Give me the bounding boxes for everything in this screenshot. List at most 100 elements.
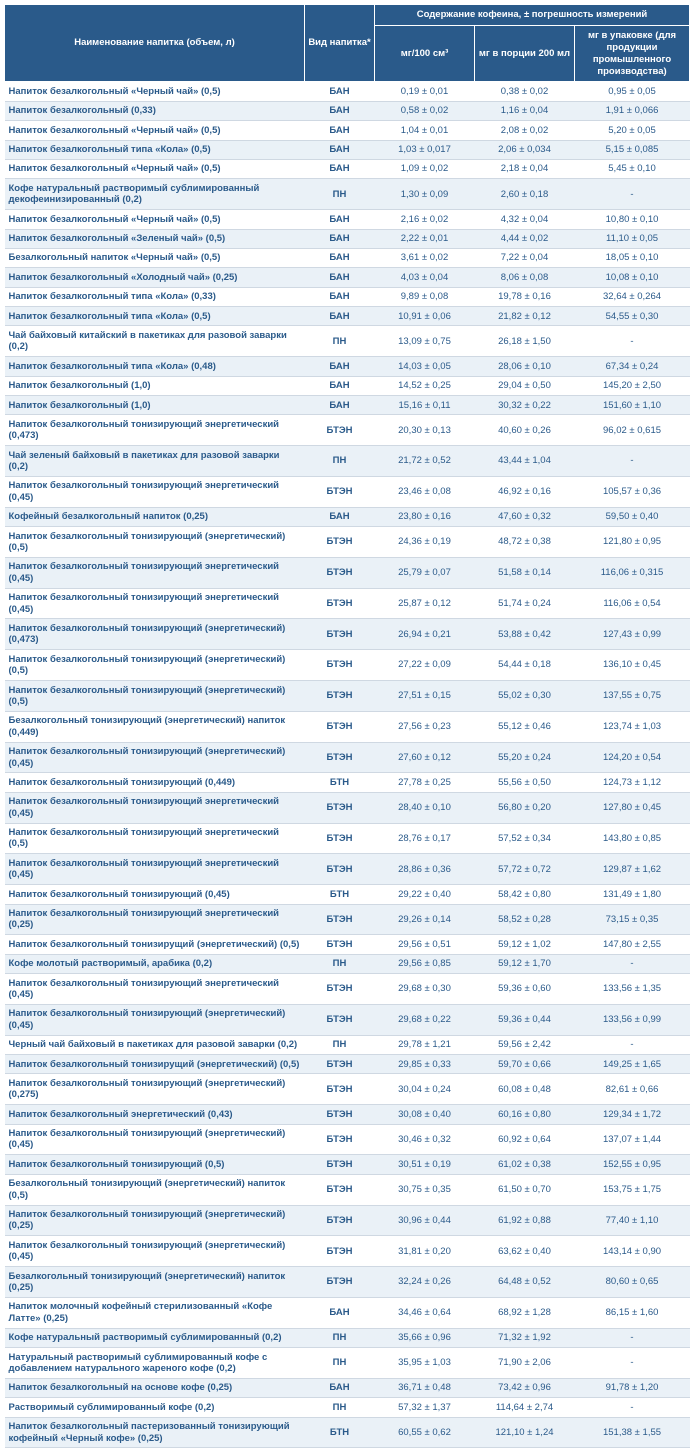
header-col2: мг в порции 200 мл: [475, 25, 575, 82]
cell-v3: 5,45 ± 0,10: [575, 159, 690, 178]
cell-v1: 1,04 ± 0,01: [375, 121, 475, 140]
cell-v1: 28,76 ± 0,17: [375, 823, 475, 854]
cell-v3: 137,07 ± 1,44: [575, 1124, 690, 1155]
cell-type: БАН: [305, 1297, 375, 1328]
cell-v3: 77,40 ± 1,10: [575, 1205, 690, 1236]
cell-v2: 63,62 ± 0,40: [475, 1236, 575, 1267]
cell-type: БТЭН: [305, 904, 375, 935]
cell-v1: 1,03 ± 0,017: [375, 140, 475, 159]
cell-v1: 30,96 ± 0,44: [375, 1205, 475, 1236]
cell-type: БАН: [305, 376, 375, 395]
cell-type: БТЭН: [305, 1174, 375, 1205]
cell-v2: 51,74 ± 0,24: [475, 588, 575, 619]
cell-name: Растворимый сублимированный кофе (0,2): [5, 1398, 305, 1417]
cell-name: Напиток безалкогольный тонизирующий (эне…: [5, 1074, 305, 1105]
cell-v2: 61,92 ± 0,88: [475, 1205, 575, 1236]
cell-type: БАН: [305, 82, 375, 101]
cell-v3: 73,15 ± 0,35: [575, 904, 690, 935]
cell-type: БТЭН: [305, 476, 375, 507]
cell-v2: 2,18 ± 0,04: [475, 159, 575, 178]
cell-v1: 28,40 ± 0,10: [375, 792, 475, 823]
table-row: Напиток безалкогольный (1,0)БАН15,16 ± 0…: [5, 396, 690, 415]
cell-v2: 2,06 ± 0,034: [475, 140, 575, 159]
table-body: Напиток безалкогольный «Черный чай» (0,5…: [5, 82, 690, 1448]
cell-name: Напиток безалкогольный типа «Кола» (0,5): [5, 140, 305, 159]
cell-v2: 59,12 ± 1,70: [475, 954, 575, 973]
cell-v2: 55,02 ± 0,30: [475, 681, 575, 712]
header-type: Вид напитка*: [305, 5, 375, 82]
cell-name: Кофе натуральный растворимый сублимирова…: [5, 1328, 305, 1347]
cell-type: БАН: [305, 507, 375, 526]
cell-name: Чай байховый китайский в пакетиках для р…: [5, 326, 305, 357]
cell-type: ПН: [305, 179, 375, 210]
cell-type: БАН: [305, 229, 375, 248]
cell-type: ПН: [305, 1328, 375, 1347]
cell-type: ПН: [305, 1348, 375, 1379]
cell-type: БАН: [305, 101, 375, 120]
cell-type: БТЭН: [305, 935, 375, 954]
cell-v1: 24,36 ± 0,19: [375, 527, 475, 558]
cell-v2: 60,08 ± 0,48: [475, 1074, 575, 1105]
cell-v3: -: [575, 326, 690, 357]
table-row: Напиток безалкогольный «Зеленый чай» (0,…: [5, 229, 690, 248]
cell-type: БТН: [305, 885, 375, 904]
cell-type: БТН: [305, 773, 375, 792]
cell-name: Напиток безалкогольный тонизирующий энер…: [5, 904, 305, 935]
cell-v1: 2,16 ± 0,02: [375, 210, 475, 229]
cell-v2: 7,22 ± 0,04: [475, 248, 575, 267]
cell-v3: 91,78 ± 1,20: [575, 1378, 690, 1397]
cell-v1: 21,72 ± 0,52: [375, 446, 475, 477]
cell-v2: 60,92 ± 0,64: [475, 1124, 575, 1155]
cell-v3: 121,80 ± 0,95: [575, 527, 690, 558]
cell-name: Безалкогольный тонизирующий (энергетичес…: [5, 711, 305, 742]
cell-type: БАН: [305, 210, 375, 229]
table-row: Напиток безалкогольный тонизирующий энер…: [5, 974, 690, 1005]
cell-v1: 57,32 ± 1,37: [375, 1398, 475, 1417]
cell-name: Безалкогольный напиток «Черный чай» (0,5…: [5, 248, 305, 267]
cell-v2: 114,64 ± 2,74: [475, 1398, 575, 1417]
cell-type: БТЭН: [305, 1267, 375, 1298]
cell-v1: 14,03 ± 0,05: [375, 357, 475, 376]
cell-name: Напиток безалкогольный тонизирущий (энер…: [5, 1055, 305, 1074]
table-row: Напиток безалкогольный тонизирующий (эне…: [5, 742, 690, 773]
cell-v1: 15,16 ± 0,11: [375, 396, 475, 415]
cell-name: Напиток безалкогольный «Черный чай» (0,5…: [5, 82, 305, 101]
cell-name: Напиток безалкогольный «Зеленый чай» (0,…: [5, 229, 305, 248]
cell-v1: 30,46 ± 0,32: [375, 1124, 475, 1155]
cell-v1: 30,04 ± 0,24: [375, 1074, 475, 1105]
cell-v3: -: [575, 1328, 690, 1347]
cell-name: Напиток безалкогольный тонизирущий (энер…: [5, 935, 305, 954]
cell-v1: 1,30 ± 0,09: [375, 179, 475, 210]
cell-v3: 129,87 ± 1,62: [575, 854, 690, 885]
cell-v2: 28,06 ± 0,10: [475, 357, 575, 376]
cell-name: Напиток безалкогольный тонизирующий (эне…: [5, 619, 305, 650]
cell-name: Напиток безалкогольный тонизирующий (эне…: [5, 1236, 305, 1267]
cell-v3: 136,10 ± 0,45: [575, 650, 690, 681]
table-row: Напиток безалкогольный энергетический (0…: [5, 1105, 690, 1124]
cell-name: Напиток безалкогольный «Холодный чай» (0…: [5, 268, 305, 287]
cell-v1: 10,91 ± 0,06: [375, 307, 475, 326]
cell-v1: 35,95 ± 1,03: [375, 1348, 475, 1379]
cell-v3: 11,10 ± 0,05: [575, 229, 690, 248]
cell-type: ПН: [305, 326, 375, 357]
cell-v3: -: [575, 446, 690, 477]
cell-name: Напиток безалкогольный тонизирующий энер…: [5, 854, 305, 885]
table-row: Напиток безалкогольный «Черный чай» (0,5…: [5, 82, 690, 101]
cell-type: ПН: [305, 954, 375, 973]
cell-v2: 61,02 ± 0,38: [475, 1155, 575, 1174]
cell-name: Напиток безалкогольный на основе кофе (0…: [5, 1378, 305, 1397]
cell-type: БТЭН: [305, 527, 375, 558]
table-row: Напиток безалкогольный тонизирующий энер…: [5, 588, 690, 619]
cell-v2: 0,38 ± 0,02: [475, 82, 575, 101]
cell-type: БАН: [305, 140, 375, 159]
cell-name: Напиток безалкогольный тонизирующий (0,4…: [5, 885, 305, 904]
header-name: Наименование напитка (объем, л): [5, 5, 305, 82]
cell-name: Напиток безалкогольный типа «Кола» (0,48…: [5, 357, 305, 376]
cell-v1: 23,46 ± 0,08: [375, 476, 475, 507]
cell-v1: 25,87 ± 0,12: [375, 588, 475, 619]
cell-v2: 71,32 ± 1,92: [475, 1328, 575, 1347]
table-row: Напиток безалкогольный «Черный чай» (0,5…: [5, 210, 690, 229]
header-col1: мг/100 см³: [375, 25, 475, 82]
cell-v1: 29,56 ± 0,51: [375, 935, 475, 954]
cell-v2: 59,36 ± 0,44: [475, 1004, 575, 1035]
